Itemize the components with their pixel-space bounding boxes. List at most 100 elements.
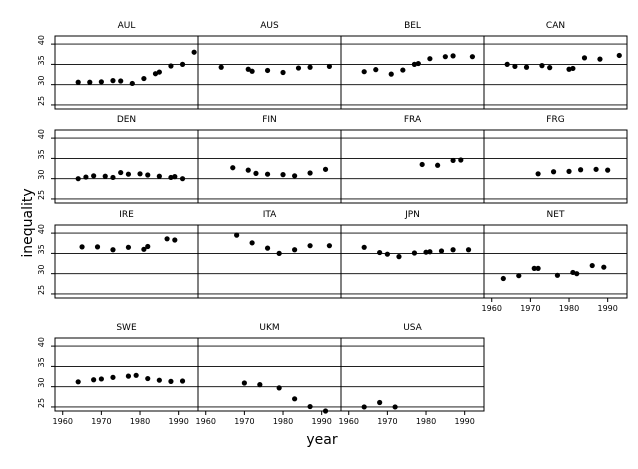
data-point bbox=[411, 250, 418, 256]
data-point bbox=[396, 254, 402, 260]
y-tick-label: 30 bbox=[37, 76, 46, 86]
data-point bbox=[450, 247, 456, 253]
data-point bbox=[531, 265, 537, 271]
data-point bbox=[597, 56, 603, 62]
data-point bbox=[79, 244, 85, 250]
data-point bbox=[377, 399, 383, 406]
data-point bbox=[234, 232, 240, 238]
data-point bbox=[326, 63, 333, 70]
data-point bbox=[322, 166, 329, 172]
x-tick-label: 1960 bbox=[339, 417, 359, 426]
data-point bbox=[400, 67, 406, 73]
data-point bbox=[616, 52, 622, 59]
data-point bbox=[276, 385, 282, 391]
data-point bbox=[566, 168, 572, 174]
data-point bbox=[280, 69, 286, 76]
data-point bbox=[516, 273, 522, 279]
data-point bbox=[465, 247, 472, 253]
panel-frame bbox=[340, 224, 485, 299]
panel-frame bbox=[483, 129, 628, 204]
data-point bbox=[91, 377, 97, 383]
panel-title: NET bbox=[547, 210, 565, 220]
data-point bbox=[373, 67, 379, 73]
data-point bbox=[133, 372, 139, 378]
data-point bbox=[574, 271, 580, 277]
panel-title: USA bbox=[403, 323, 422, 333]
panel-title: ITA bbox=[263, 210, 277, 220]
panel-title: IRE bbox=[119, 210, 134, 220]
y-tick-label: 40 bbox=[37, 35, 46, 45]
data-point bbox=[307, 170, 313, 176]
data-point bbox=[377, 249, 383, 256]
data-point bbox=[427, 56, 433, 62]
data-point bbox=[118, 78, 124, 84]
data-point bbox=[156, 69, 162, 75]
data-point bbox=[168, 378, 174, 384]
data-point bbox=[276, 250, 282, 256]
data-point bbox=[361, 69, 367, 75]
data-point bbox=[458, 157, 464, 163]
y-tick-label: 40 bbox=[37, 337, 46, 347]
data-point bbox=[91, 173, 97, 179]
panel-title: AUL bbox=[118, 21, 136, 31]
data-point bbox=[442, 54, 448, 60]
data-point bbox=[172, 174, 178, 180]
panel-frame bbox=[483, 224, 628, 299]
data-point bbox=[245, 66, 251, 72]
panel-frame bbox=[54, 35, 199, 110]
x-tick-label: 1960 bbox=[53, 417, 73, 426]
data-point bbox=[179, 378, 186, 384]
x-tick-label: 1970 bbox=[377, 417, 397, 426]
data-point bbox=[264, 67, 271, 74]
y-tick-label: 30 bbox=[37, 265, 46, 275]
panel-frame bbox=[54, 129, 199, 204]
data-point bbox=[523, 64, 530, 70]
data-point bbox=[423, 249, 429, 255]
x-tick-label: 1980 bbox=[559, 304, 579, 313]
data-point bbox=[535, 171, 541, 177]
x-tick-label: 1960 bbox=[482, 304, 502, 313]
data-point bbox=[110, 78, 116, 84]
y-tick-label: 35 bbox=[37, 357, 46, 367]
data-point bbox=[94, 244, 101, 250]
data-point bbox=[392, 404, 398, 410]
data-point bbox=[87, 79, 93, 85]
panel-title: FRA bbox=[404, 115, 422, 125]
data-point bbox=[75, 79, 81, 85]
panel-frame bbox=[197, 35, 342, 110]
data-point bbox=[307, 64, 313, 70]
panel-title: BEL bbox=[404, 21, 421, 31]
data-point bbox=[264, 245, 271, 251]
data-point bbox=[435, 162, 441, 168]
x-tick-label: 1990 bbox=[454, 417, 474, 426]
y-tick-label: 30 bbox=[37, 170, 46, 180]
data-point bbox=[249, 240, 255, 246]
data-point bbox=[264, 171, 271, 177]
data-point bbox=[500, 275, 506, 282]
y-tick-label: 35 bbox=[37, 149, 46, 159]
x-axis-label: year bbox=[306, 432, 337, 448]
data-point bbox=[191, 49, 197, 55]
x-tick-label: 1990 bbox=[168, 417, 188, 426]
data-point bbox=[241, 380, 247, 386]
x-tick-label: 1970 bbox=[234, 417, 254, 426]
x-tick-label: 1980 bbox=[416, 417, 436, 426]
data-point bbox=[145, 243, 151, 250]
x-tick-label: 1980 bbox=[273, 417, 293, 426]
data-point bbox=[156, 173, 162, 179]
data-point bbox=[450, 53, 456, 59]
y-tick-label: 25 bbox=[37, 96, 46, 106]
data-point bbox=[125, 171, 132, 177]
y-tick-label: 40 bbox=[37, 129, 46, 139]
data-point bbox=[141, 75, 147, 82]
data-point bbox=[179, 176, 186, 182]
data-point bbox=[539, 63, 545, 69]
data-point bbox=[292, 396, 298, 402]
data-point bbox=[110, 247, 116, 253]
data-point bbox=[307, 403, 313, 410]
data-point bbox=[326, 243, 333, 249]
data-point bbox=[450, 157, 456, 164]
panel-title: JPN bbox=[404, 210, 420, 220]
